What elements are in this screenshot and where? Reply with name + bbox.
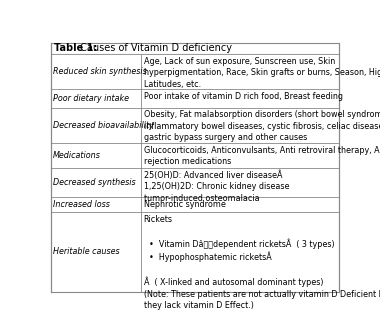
Text: Medications: Medications xyxy=(53,151,101,160)
Bar xyxy=(51,89,339,108)
Text: Glucocorticoids, Anticonvulsants, Anti retroviral therapy, Anti-
rejection medic: Glucocorticoids, Anticonvulsants, Anti r… xyxy=(144,146,380,166)
Text: Table 1:: Table 1: xyxy=(54,43,97,53)
Bar xyxy=(51,108,339,143)
Text: Nephrotic syndrome: Nephrotic syndrome xyxy=(144,200,226,209)
Text: Poor intake of vitamin D rich food, Breast feeding: Poor intake of vitamin D rich food, Brea… xyxy=(144,92,343,101)
Text: Decreased synthesis: Decreased synthesis xyxy=(53,178,136,187)
Text: Increased loss: Increased loss xyxy=(53,200,110,209)
Text: Obesity, Fat malabsorption disorders (short bowel syndrome,
inflammatory bowel d: Obesity, Fat malabsorption disorders (sh… xyxy=(144,111,380,142)
Text: Poor dietary intake: Poor dietary intake xyxy=(53,94,129,103)
Bar xyxy=(51,212,339,292)
Text: Age, Lack of sun exposure, Sunscreen use, Skin
hyperpigmentation, Race, Skin gra: Age, Lack of sun exposure, Sunscreen use… xyxy=(144,57,380,89)
Text: 25(OH)D: Advanced liver diseaseÂ
1,25(OH)2D: Chronic kidney disease
tumor-induce: 25(OH)D: Advanced liver diseaseÂ 1,25(OH… xyxy=(144,170,289,203)
Text: Decreased bioavailability: Decreased bioavailability xyxy=(53,121,154,130)
Text: Reduced skin synthesis: Reduced skin synthesis xyxy=(53,67,147,76)
Bar xyxy=(51,167,339,197)
Bar xyxy=(51,43,339,54)
Text: Causes of Vitamin D deficiency: Causes of Vitamin D deficiency xyxy=(77,43,232,53)
Text: Heritable causes: Heritable causes xyxy=(53,247,120,256)
Bar xyxy=(51,54,339,89)
Bar xyxy=(51,197,339,212)
Bar xyxy=(51,143,339,167)
Text: Rickets

  •  Vitamin Dâdependent ricketsÂ  ( 3 types)
  •  Hypophosphatemic r: Rickets • Vitamin Dâdependent ricketsÂ… xyxy=(144,215,380,310)
